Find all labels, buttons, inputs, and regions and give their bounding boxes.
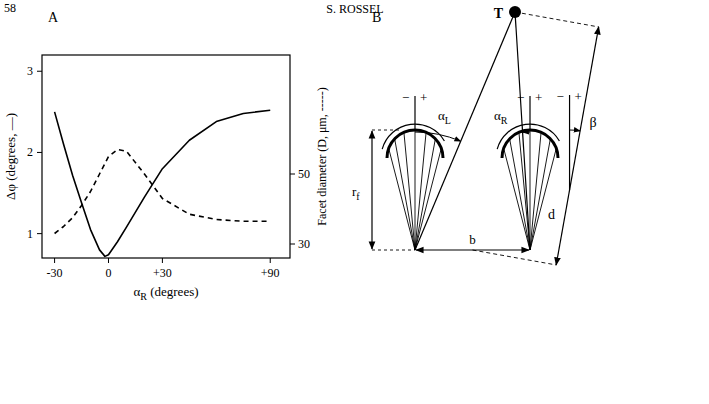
sign-plus: +	[420, 90, 427, 105]
plot-area	[55, 110, 271, 256]
angle-arc-right	[523, 131, 530, 132]
page-number: 58	[4, 1, 16, 15]
dimension-guide	[473, 250, 557, 265]
reference-vertical	[569, 95, 570, 190]
ommatidium-axis	[504, 148, 530, 250]
data-line	[55, 110, 271, 256]
y2-axis-title: Facet diameter (D, μm, -----)	[315, 87, 329, 225]
dimension-guide	[515, 12, 599, 27]
ommatidium-axis	[389, 148, 415, 250]
ommatidium-axis	[395, 139, 415, 250]
y-tick-label: 3	[27, 64, 33, 78]
target-label: T	[494, 6, 504, 21]
angle-arc-left	[415, 132, 461, 141]
x-tick-label: 0	[105, 266, 111, 280]
ommatidium-axis	[415, 139, 435, 250]
y-tick	[37, 152, 42, 153]
x-tick-label: +30	[153, 266, 172, 280]
ommatidium-axis	[530, 139, 550, 250]
distance-label: b	[469, 232, 476, 247]
eye-outline	[497, 124, 559, 149]
ommatidium-axis	[530, 130, 531, 250]
x-tick-label: +90	[261, 266, 280, 280]
angle-label: αR	[494, 108, 508, 126]
x-axis-title: αR (degrees)	[133, 284, 198, 302]
panel-label: B	[372, 10, 381, 25]
angle-arc-beta	[570, 129, 581, 131]
eye-outline	[382, 124, 444, 149]
ommatidium-axis	[415, 148, 441, 250]
y2-tick-label: 30	[298, 237, 310, 251]
x-tick	[54, 258, 55, 263]
data-line	[55, 150, 271, 234]
x-tick	[270, 258, 271, 263]
sign-minus: −	[557, 89, 564, 104]
dimension-d	[556, 27, 599, 265]
y-axis-title: Δφ (degrees, —)	[3, 113, 18, 200]
reference-vertical	[529, 96, 530, 130]
sign-minus: −	[402, 90, 409, 105]
sign-plus: +	[535, 90, 542, 105]
dimension-rf	[371, 131, 372, 249]
sign-plus: +	[575, 89, 582, 104]
figure: 58S. ROSSELAB-300+30+901233050αR (degree…	[0, 0, 709, 404]
ommatidium-axis	[415, 130, 416, 250]
x-tick	[108, 258, 109, 263]
y2-tick	[290, 244, 295, 245]
dimension-guide	[372, 250, 415, 251]
y-tick	[37, 71, 42, 72]
ommatidium-axis	[404, 132, 415, 250]
angle-label: αL	[438, 108, 451, 126]
sight-line-right	[515, 12, 530, 250]
dimension-guide	[372, 130, 400, 131]
y-tick-label: 2	[27, 145, 33, 159]
ommatidium-axis	[530, 132, 541, 250]
panel-label: A	[48, 10, 59, 25]
plot-frame	[42, 55, 290, 258]
y2-tick-label: 50	[298, 167, 310, 181]
distance-label: rf	[352, 184, 360, 202]
reference-vertical	[414, 96, 415, 130]
y2-tick	[290, 174, 295, 175]
x-tick-label: -30	[47, 266, 63, 280]
ommatidium-axis	[415, 132, 426, 250]
sight-line-left	[415, 12, 515, 250]
distance-label: d	[548, 207, 555, 222]
angle-label: β	[590, 115, 597, 130]
ommatidium-axis	[530, 148, 556, 250]
y-tick	[37, 233, 42, 234]
x-tick	[162, 258, 163, 263]
y-tick-label: 1	[27, 227, 33, 241]
